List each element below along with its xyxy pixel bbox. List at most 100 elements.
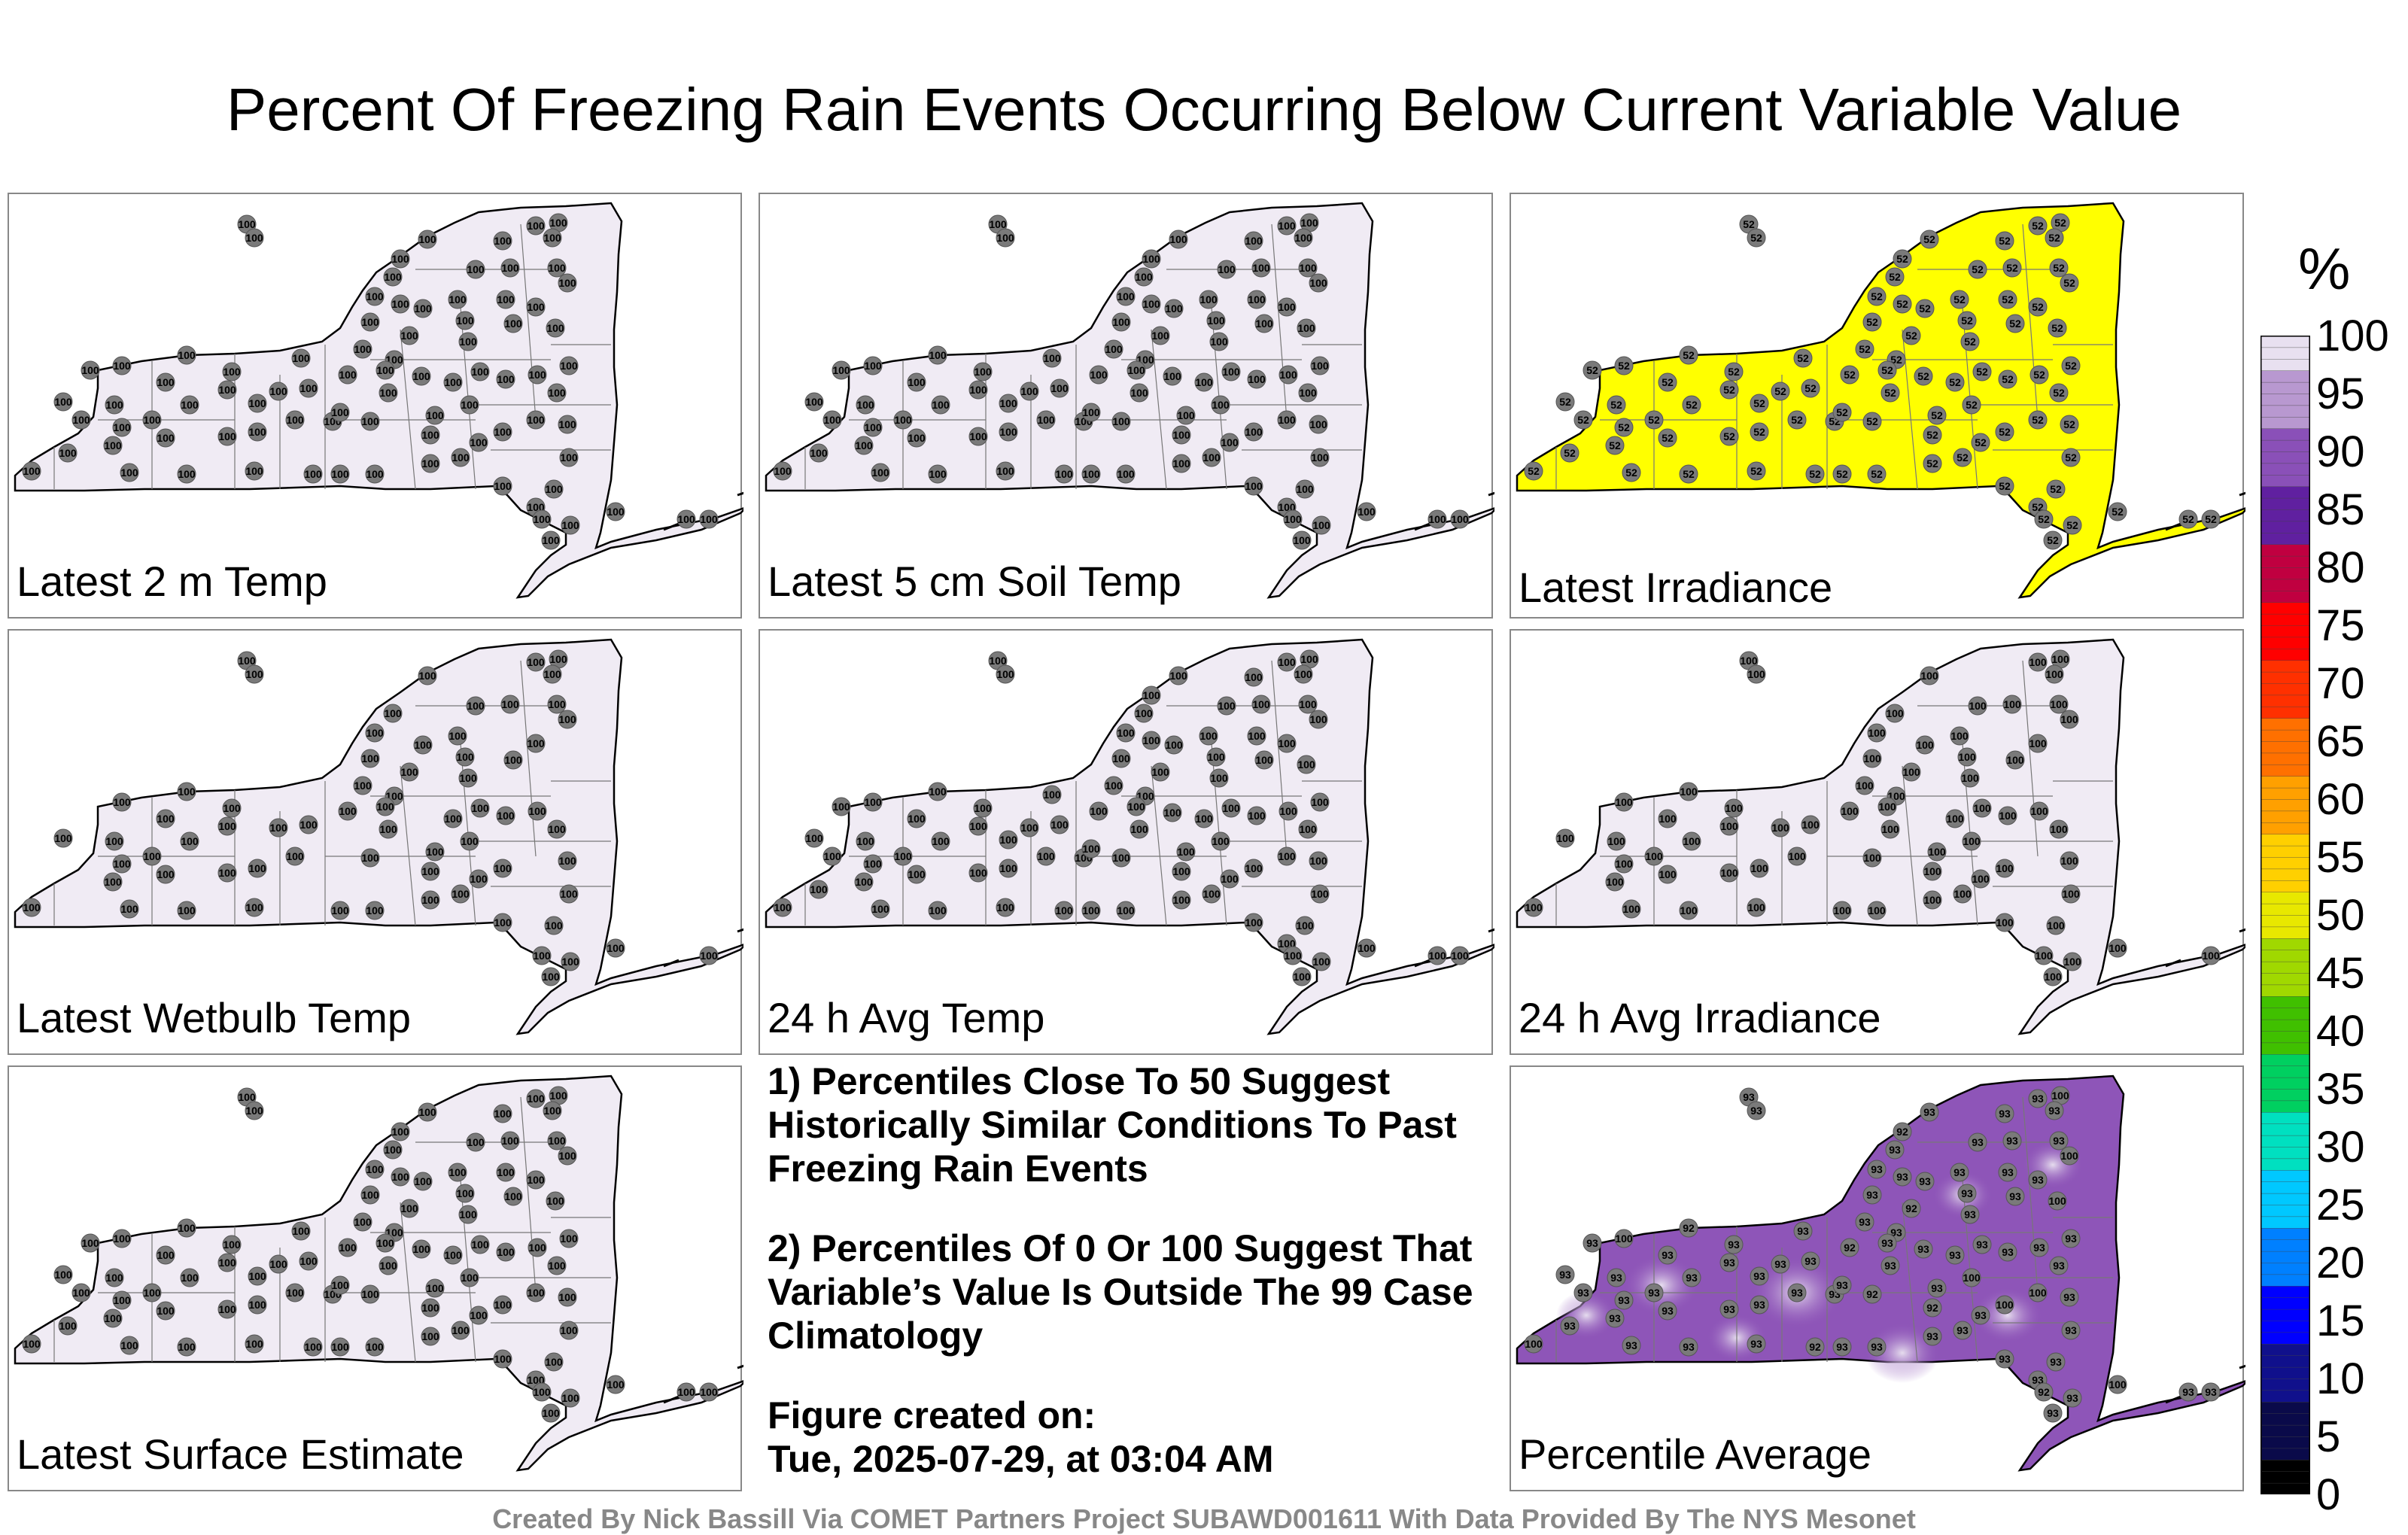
station-value: 100 (286, 414, 304, 426)
station-marker: 52 (2049, 383, 2069, 403)
station-marker: 100 (1450, 946, 1470, 965)
station-value: 100 (1020, 822, 1038, 834)
station-marker: 100 (541, 967, 561, 986)
colorbar-band (2261, 1193, 2310, 1205)
panel-label: Latest 5 cm Soil Temp (768, 558, 1181, 605)
station-value: 100 (2050, 698, 2068, 710)
station-value: 100 (157, 432, 175, 444)
station-value: 92 (1809, 1341, 1821, 1353)
station-value: 100 (1278, 301, 1296, 313)
station-value: 100 (1788, 850, 1806, 862)
station-value: 100 (143, 1287, 161, 1299)
station-value: 93 (1728, 1239, 1740, 1251)
station-value: 100 (1615, 858, 1633, 870)
station-value: 100 (528, 1242, 546, 1254)
station-marker: 100 (503, 314, 523, 333)
note-1: 1) Percentiles Close To 50 Suggest Histo… (768, 1060, 1457, 1190)
light-patch (1865, 1323, 1940, 1383)
station-marker: 100 (425, 842, 445, 862)
colorbar-tick-label: 85 (2316, 485, 2365, 534)
station-value: 100 (1142, 734, 1160, 746)
station-marker: 100 (1134, 267, 1154, 287)
station-value: 100 (218, 820, 236, 832)
station-value: 100 (864, 796, 882, 808)
station-marker: 100 (58, 443, 78, 463)
station-value: 100 (1248, 730, 1266, 742)
station-value: 100 (504, 754, 522, 766)
station-value: 100 (1312, 519, 1330, 531)
station-marker: 100 (103, 872, 123, 892)
station-value: 52 (1836, 468, 1848, 480)
station-value: 100 (299, 1255, 318, 1267)
station-value: 100 (181, 399, 199, 411)
station-marker: 100 (1962, 831, 1981, 851)
colorbar-band (2261, 660, 2310, 673)
station-value: 100 (494, 862, 512, 874)
station-marker: 93 (2061, 1229, 2081, 1248)
station-marker: 93 (1998, 1163, 2017, 1182)
station-value: 100 (384, 271, 402, 283)
station-marker: 100 (1945, 809, 1965, 828)
station-value: 93 (1953, 1166, 1966, 1178)
station-marker: 100 (1309, 851, 1328, 871)
station-marker: 52 (2049, 258, 2069, 278)
colorbar-tick-label: 10 (2316, 1354, 2365, 1403)
station-marker: 100 (928, 345, 947, 365)
station-value: 93 (1791, 1287, 1803, 1299)
station-value: 100 (426, 846, 444, 858)
station-value: 52 (1889, 271, 1901, 283)
station-value: 100 (1245, 671, 1263, 683)
station-marker: 52 (1658, 428, 1677, 448)
station-marker: 100 (360, 312, 380, 332)
station-value: 93 (1774, 1258, 1786, 1270)
colorbar-tick-label: 35 (2316, 1065, 2365, 1114)
station-marker: 100 (2034, 946, 2054, 965)
station-marker: 100 (1607, 831, 1626, 851)
station-value: 100 (218, 384, 236, 396)
station-value: 100 (2029, 656, 2047, 668)
station-value: 93 (2066, 1392, 2078, 1404)
station-value: 100 (418, 233, 436, 245)
station-value: 93 (1753, 1270, 1765, 1282)
station-marker: 93 (1998, 1242, 2017, 1262)
station-marker: 100 (458, 1205, 478, 1224)
station-marker: 100 (1151, 762, 1170, 782)
station-marker: 52 (1747, 228, 1766, 248)
station-value: 100 (494, 480, 512, 492)
station-marker: 52 (1950, 290, 1969, 309)
station-value: 52 (1866, 415, 1878, 427)
station-marker: 100 (1050, 815, 1069, 834)
station-value: 100 (1037, 414, 1055, 426)
station-value: 100 (292, 1225, 310, 1237)
station-marker: 100 (177, 901, 196, 920)
station-marker: 100 (1787, 847, 1807, 866)
station-value: 100 (1309, 277, 1327, 289)
station-marker: 100 (180, 831, 199, 851)
station-marker: 100 (353, 339, 372, 359)
station-marker: 93 (2046, 1352, 2066, 1372)
station-marker: 100 (2028, 1283, 2048, 1302)
station-marker: 93 (2178, 1382, 2198, 1402)
station-value: 100 (1309, 418, 1327, 430)
station-value: 100 (545, 483, 563, 495)
station-value: 93 (1750, 1338, 1762, 1350)
station-marker: 100 (1211, 831, 1230, 851)
station-marker: 100 (493, 422, 512, 442)
station-marker: 100 (1300, 649, 1319, 669)
colorbar-band (2261, 880, 2310, 892)
light-patch (1973, 1287, 2042, 1343)
station-marker: 100 (547, 258, 567, 278)
colorbar-band (2261, 1204, 2310, 1217)
station-marker: 100 (546, 1191, 565, 1211)
station-marker: 100 (526, 734, 546, 753)
station-marker: 100 (973, 798, 993, 818)
station-marker: 100 (968, 380, 988, 400)
station-marker: 100 (544, 1352, 564, 1372)
station-value: 52 (1559, 396, 1571, 408)
station-value: 100 (471, 802, 489, 814)
station-value: 92 (1683, 1222, 1695, 1234)
station-value: 52 (2032, 501, 2044, 513)
station-marker: 100 (466, 696, 485, 716)
station-marker: 100 (493, 913, 512, 932)
